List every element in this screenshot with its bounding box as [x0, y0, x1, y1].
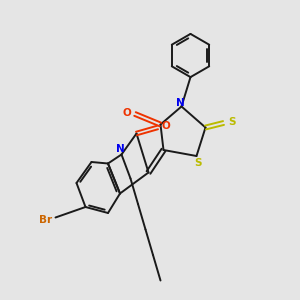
Text: S: S [228, 117, 236, 127]
Text: Br: Br [39, 215, 52, 225]
Text: N: N [116, 144, 124, 154]
Text: S: S [194, 158, 202, 168]
Text: O: O [122, 108, 131, 118]
Text: N: N [176, 98, 184, 109]
Text: O: O [161, 121, 170, 131]
